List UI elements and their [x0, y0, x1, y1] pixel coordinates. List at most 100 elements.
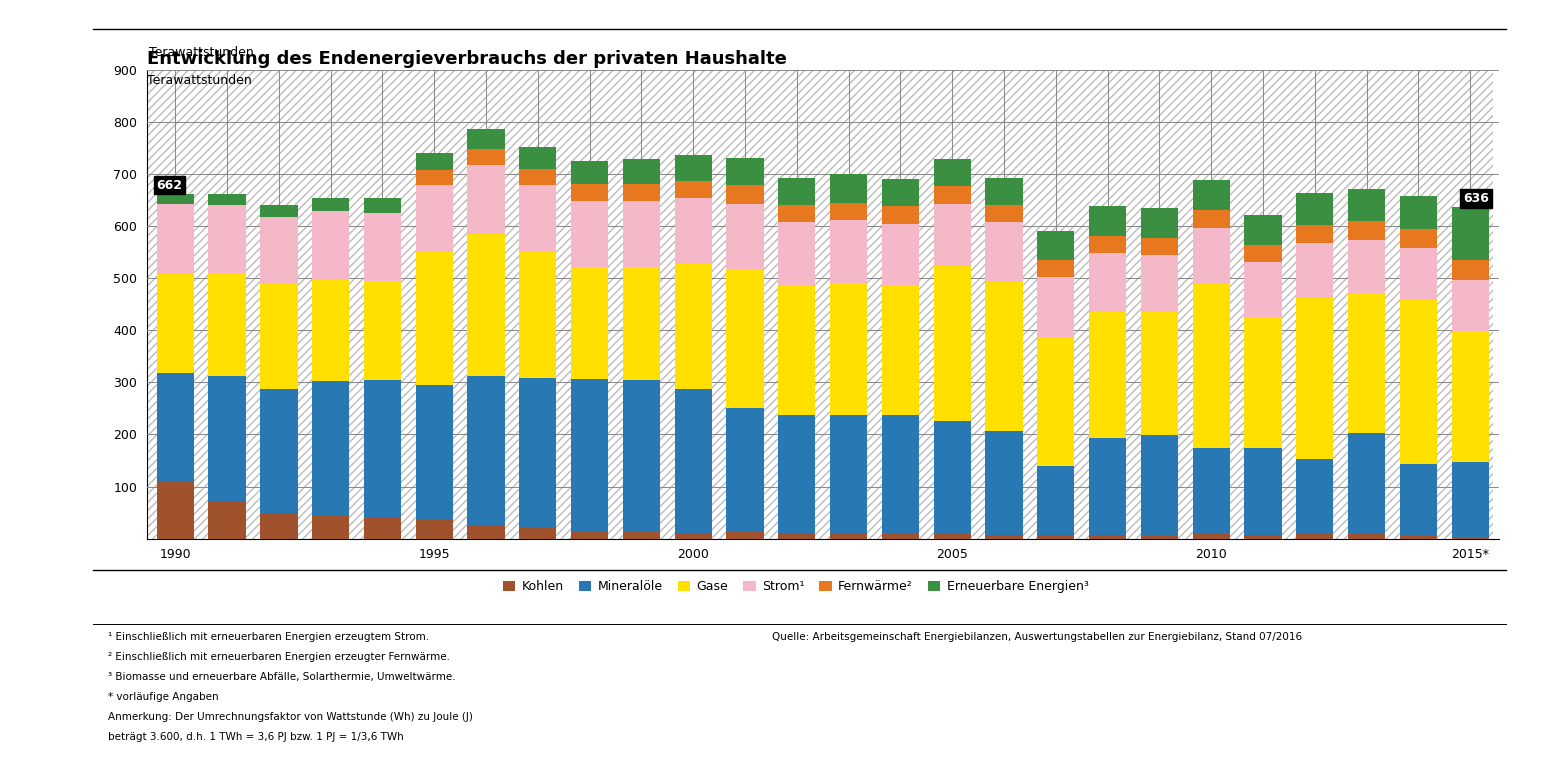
Bar [1244, 245, 1282, 262]
Legend: Kohlen, Mineralöle, Gase, Strom¹, Fernwärme², Erneuerbare Energien³: Kohlen, Mineralöle, Gase, Strom¹, Fernwä… [497, 575, 1094, 598]
Bar [1140, 435, 1177, 536]
Bar [1347, 240, 1386, 294]
Text: Anmerkung: Der Umrechnungsfaktor von Wattstunde (Wh) zu Joule (J): Anmerkung: Der Umrechnungsfaktor von Wat… [108, 712, 473, 722]
Bar [363, 380, 402, 518]
Bar [519, 169, 556, 185]
Bar [1400, 248, 1437, 300]
Bar [312, 212, 349, 279]
Bar [363, 198, 402, 213]
Bar [986, 431, 1023, 535]
Text: beträgt 3.600, d.h. 1 TWh = 3,6 PJ bzw. 1 PJ = 1/3,6 TWh: beträgt 3.600, d.h. 1 TWh = 3,6 PJ bzw. … [108, 732, 403, 742]
Bar [1296, 193, 1333, 225]
Bar [572, 161, 609, 184]
Bar [519, 185, 556, 252]
Bar [675, 388, 712, 533]
Bar [519, 252, 556, 378]
Text: ¹ Einschließlich mit erneuerbaren Energien erzeugtem Strom.: ¹ Einschließlich mit erneuerbaren Energi… [108, 632, 430, 642]
Bar [468, 234, 505, 376]
Bar [1140, 208, 1177, 237]
Bar [830, 415, 867, 533]
Bar [1400, 196, 1437, 229]
Bar [209, 194, 246, 205]
Bar [468, 129, 505, 149]
Bar [1296, 243, 1333, 298]
Text: Quelle: Arbeitsgemeinschaft Energiebilanzen, Auswertungstabellen zur Energiebila: Quelle: Arbeitsgemeinschaft Energiebilan… [772, 632, 1302, 642]
Bar [986, 222, 1023, 282]
Bar [933, 535, 970, 539]
Bar [1347, 433, 1386, 535]
Bar [156, 482, 195, 539]
Bar [882, 224, 919, 285]
Bar [1451, 280, 1489, 331]
Bar [1193, 535, 1230, 539]
Bar [1296, 298, 1333, 459]
Bar [1193, 284, 1230, 449]
Bar [1451, 462, 1489, 536]
Text: ² Einschließlich mit erneuerbaren Energien erzeugter Fernwärme.: ² Einschließlich mit erneuerbaren Energi… [108, 652, 450, 662]
Bar [416, 520, 453, 539]
Bar [1140, 237, 1177, 255]
Bar [1451, 207, 1489, 260]
Bar [623, 160, 660, 184]
Bar [209, 501, 246, 539]
Bar [1451, 536, 1489, 539]
Bar [1037, 277, 1074, 337]
Bar [363, 213, 402, 281]
Bar [1244, 536, 1282, 539]
Bar [209, 205, 246, 273]
Bar [416, 185, 453, 252]
Bar [416, 252, 453, 385]
Bar [519, 529, 556, 539]
Bar [830, 202, 867, 220]
Bar [260, 512, 298, 539]
Bar [1193, 449, 1230, 535]
Bar [1037, 536, 1074, 539]
Bar [986, 177, 1023, 205]
Bar [209, 376, 246, 501]
Bar [572, 201, 609, 267]
Text: Terawattstunden: Terawattstunden [147, 74, 252, 87]
Bar [1089, 253, 1126, 312]
Bar [726, 532, 763, 539]
Bar [779, 222, 816, 286]
Bar [1037, 260, 1074, 277]
Bar [1400, 464, 1437, 536]
Bar [260, 217, 298, 284]
Bar [882, 179, 919, 206]
Bar [882, 206, 919, 224]
Bar [260, 388, 298, 512]
Bar [623, 184, 660, 201]
Bar [675, 198, 712, 264]
Bar [986, 535, 1023, 539]
Bar [1037, 337, 1074, 467]
Bar [572, 531, 609, 539]
Bar [1347, 189, 1386, 222]
Bar [209, 273, 246, 376]
Bar [1089, 205, 1126, 236]
Bar [260, 205, 298, 217]
Bar [1140, 312, 1177, 435]
Bar [675, 155, 712, 181]
Bar [1244, 215, 1282, 245]
Bar [1140, 255, 1177, 312]
Bar [156, 373, 195, 482]
Bar [623, 532, 660, 539]
Bar [363, 518, 402, 539]
Text: ³ Biomasse und erneuerbare Abfälle, Solarthermie, Umweltwärme.: ³ Biomasse und erneuerbare Abfälle, Sola… [108, 672, 456, 682]
Bar [1193, 211, 1230, 228]
Bar [572, 184, 609, 201]
Bar [675, 264, 712, 388]
Bar [1244, 449, 1282, 536]
Bar [416, 153, 453, 170]
Bar [572, 379, 609, 531]
Bar [1089, 236, 1126, 253]
Bar [156, 194, 195, 204]
Bar [1400, 300, 1437, 464]
Bar [468, 164, 505, 234]
Bar [675, 181, 712, 198]
Bar [623, 201, 660, 267]
Bar [1089, 536, 1126, 539]
Bar [1089, 438, 1126, 536]
Bar [779, 286, 816, 415]
Bar [156, 204, 195, 274]
